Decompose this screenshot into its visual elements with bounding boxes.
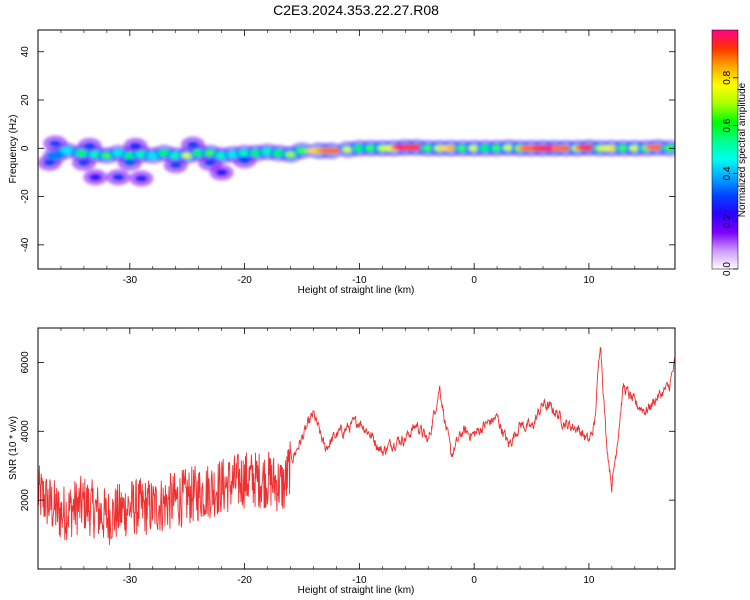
colorbar-gradient: [711, 29, 739, 270]
colorbar: 0.0 0.2 0.4 0.6 0.8 Normalized spectral ampl…: [711, 29, 748, 276]
colorbar-tick-label: 0.4: [722, 166, 733, 180]
snr-xtick-label: -20: [237, 575, 252, 586]
colorbar-tick-label: 0.6: [722, 118, 733, 132]
spectrogram-panel: -30 -20 -10 0 10 -40 -20 0 20 40 Height of straig…: [8, 29, 676, 296]
spectrogram-core: [297, 148, 306, 153]
spectrogram-ytick-label: 40: [20, 46, 31, 58]
colorbar-tick-label: 0.8: [722, 70, 733, 84]
spectrogram-core: [630, 146, 639, 151]
spectrogram-xtick-label: -10: [352, 275, 367, 286]
spectrogram-cell: [204, 159, 217, 166]
spectrogram-cell: [77, 159, 90, 166]
colorbar-label: Normalized spectral amplitude: [737, 82, 748, 217]
spectrogram-cell: [43, 159, 56, 166]
spectrogram-xtick-label: 0: [471, 275, 477, 286]
spectrogram-core: [424, 146, 433, 151]
snr-xtick-label: 10: [583, 575, 595, 586]
spectrogram-ytick-label: 20: [20, 94, 31, 106]
spectrogram-ytick-label: -20: [20, 189, 31, 204]
spectrogram-core: [77, 151, 86, 155]
spectrogram-cell: [215, 169, 228, 176]
snr-ytick-label: 4000: [20, 420, 31, 443]
snr-series-line: [38, 347, 675, 546]
spectrogram-cell: [135, 175, 148, 182]
spectrogram-cell: [129, 142, 142, 149]
snr-panel: -30 -20 -10 0 10 2000 4000 6000 Height of strai…: [8, 327, 676, 596]
spectrogram-core: [619, 146, 628, 151]
spectrogram-core: [355, 146, 364, 151]
colorbar-tick-label: 0.0: [722, 262, 733, 276]
spectrogram-core: [102, 153, 111, 158]
spectrogram-core: [447, 146, 456, 151]
snr-xtick-label: -30: [123, 575, 138, 586]
spectrogram-cell: [49, 152, 62, 159]
colorbar-tick-label: 0.2: [722, 214, 733, 228]
spectrogram-cell: [169, 162, 182, 169]
spectrogram-heat-marks: [38, 135, 675, 187]
spectrogram-xtick-label: -20: [237, 275, 252, 286]
spectrogram-core: [607, 146, 616, 151]
spectrogram-core: [160, 151, 169, 155]
spectrogram-cell: [238, 157, 251, 164]
spectrogram-core: [125, 153, 134, 158]
snr-ytick-label: 6000: [20, 351, 31, 374]
spectrogram-core: [318, 148, 343, 153]
spectrogram-cell: [112, 174, 125, 181]
spectrogram-core: [275, 151, 284, 155]
spectrogram-core: [481, 146, 490, 151]
snr-frame: [37, 327, 676, 570]
spectrogram-core: [183, 153, 192, 158]
snr-xlabel: Height of straight line (km): [298, 585, 415, 596]
spectrogram-cell: [60, 147, 73, 154]
spectrogram-xtick-label: -30: [123, 275, 138, 286]
spectrogram-core: [206, 151, 215, 155]
colorbar-ticks: 0.0 0.2 0.4 0.6 0.8: [722, 70, 738, 276]
snr-background: [38, 328, 675, 569]
spectrogram-core: [194, 151, 203, 155]
snr-xtick-label: 0: [471, 575, 477, 586]
spectrogram-core: [252, 151, 261, 155]
spectrogram-ticks: -30 -20 -10 0 10 -40 -20 0 20 40: [20, 30, 675, 286]
spectrogram-core: [343, 147, 352, 152]
snr-ylabel: SNR (10 * v/v): [8, 416, 19, 480]
spectrogram-core: [504, 146, 513, 150]
spectrogram-cell: [123, 159, 136, 166]
spectrogram-xtick-label: 10: [583, 275, 595, 286]
snr-ytick-label: 2000: [20, 489, 31, 512]
spectrogram-core: [458, 146, 467, 151]
spectrogram-cell: [186, 141, 199, 148]
spectrogram-ytick-label: 0: [20, 145, 31, 151]
spectrogram-core: [366, 146, 375, 151]
spectrogram-core: [493, 146, 502, 151]
spectrogram-core: [286, 152, 295, 157]
spectrogram-xlabel: Height of straight line (km): [298, 285, 415, 296]
figure-title: C2E3.2024.353.22.27.R08: [273, 2, 439, 18]
spectrogram-cell: [83, 142, 96, 149]
spectrogram-frame: [37, 29, 676, 270]
snr-xtick-label: -10: [352, 575, 367, 586]
spectrogram-ylabel: Frequency (Hz): [8, 115, 19, 184]
spectrogram-ytick-label: -40: [20, 237, 31, 252]
spectrogram-cell: [49, 140, 62, 147]
spectrogram-core: [470, 146, 479, 151]
spectrogram-cell: [89, 174, 102, 181]
